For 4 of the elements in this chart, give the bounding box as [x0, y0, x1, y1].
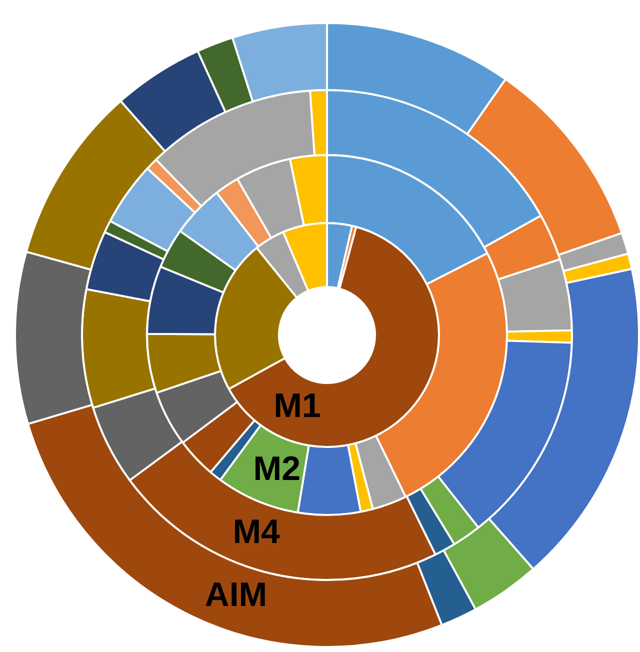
slice-label: M1	[274, 387, 321, 426]
slice-label: M4	[232, 513, 280, 552]
slice-label: M2	[253, 450, 300, 488]
slice-label: AIM	[204, 576, 268, 614]
